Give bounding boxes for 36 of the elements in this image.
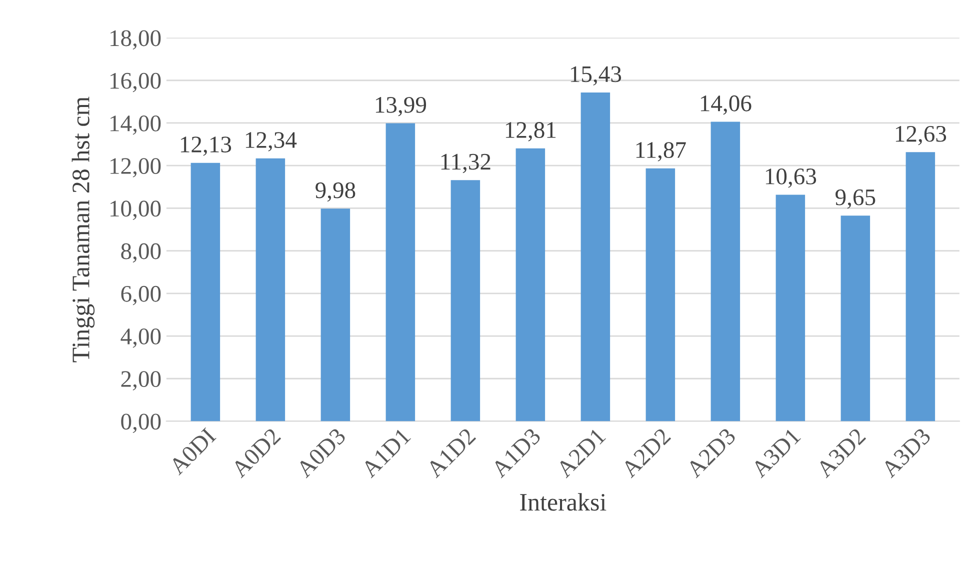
data-label: 15,43	[570, 66, 622, 86]
y-tick-label: 18,00	[110, 30, 161, 50]
x-axis-title: Interaksi	[520, 493, 606, 511]
data-label: 9,98	[316, 182, 356, 202]
y-tick-label: 6,00	[121, 286, 161, 306]
bar	[450, 180, 480, 422]
data-label: 10,63	[766, 168, 816, 188]
y-tick-label: 12,00	[110, 158, 161, 178]
bar	[646, 168, 676, 422]
data-label: 11,32	[441, 154, 490, 174]
bar	[906, 152, 936, 422]
bar	[516, 148, 546, 422]
bar	[710, 122, 740, 422]
y-tick-label: 14,00	[110, 115, 161, 135]
y-tick-label: 10,00	[110, 200, 161, 220]
y-tick-label: 16,00	[110, 72, 161, 92]
data-label: 12,81	[506, 122, 556, 142]
bar	[190, 162, 220, 422]
data-label: 11,87	[636, 142, 686, 162]
bar	[256, 158, 286, 422]
data-label: 9,65	[836, 189, 876, 209]
bar	[776, 194, 806, 422]
data-label: 12,13	[180, 136, 232, 156]
data-label: 12,34	[246, 132, 297, 152]
y-tick-label: 4,00	[120, 328, 161, 348]
bar	[580, 92, 610, 422]
bar	[320, 208, 350, 422]
bar	[386, 123, 416, 422]
bar	[840, 216, 870, 422]
data-label: 13,99	[376, 96, 426, 116]
y-axis-title: Tinggi Tanaman 28 hst cm	[72, 96, 95, 362]
y-tick-label: 8,00	[121, 243, 161, 263]
data-label: 14,06	[700, 95, 752, 115]
data-label: 12,63	[896, 126, 946, 146]
y-tick-label: 2,00	[121, 371, 161, 390]
y-tick-label: 0,00	[121, 414, 161, 434]
